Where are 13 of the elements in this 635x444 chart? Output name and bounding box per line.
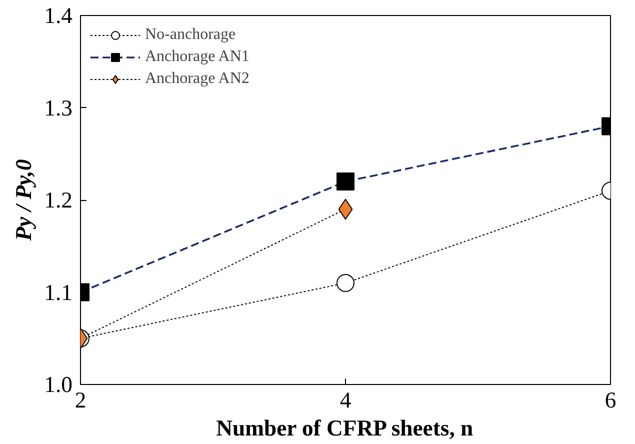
legend-label: Anchorage AN2: [145, 70, 250, 88]
x-tick-label: 4: [340, 388, 352, 412]
y-tick-label: 1.3: [44, 95, 73, 120]
x-axis-title: Number of CFRP sheets, n: [216, 416, 474, 440]
y-tick-label: 1.2: [44, 188, 73, 212]
legend-label: No-anchorage: [145, 26, 236, 44]
legend-label: Anchorage AN1: [145, 48, 250, 66]
y-tick-label: 1.0: [44, 372, 73, 397]
y-tick-label: 1.1: [44, 280, 73, 305]
y-tick-label: 1.4: [44, 3, 73, 28]
y-axis-title: Py / Py,0: [11, 159, 36, 242]
x-tick-label: 6: [604, 388, 616, 412]
x-tick-label: 2: [74, 388, 86, 412]
